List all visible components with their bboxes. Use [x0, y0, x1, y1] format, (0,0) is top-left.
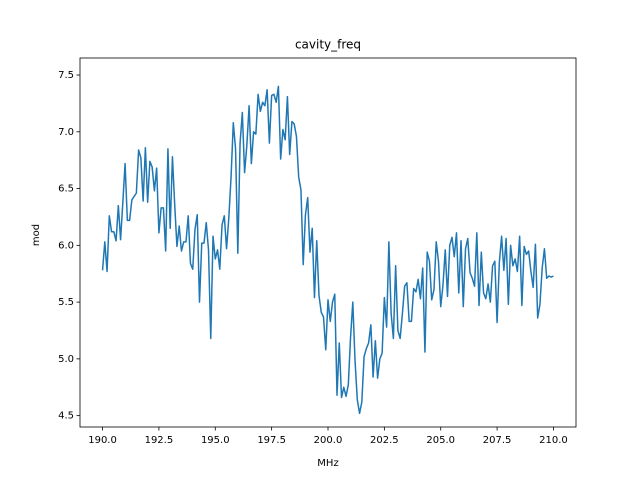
y-tick-label: 4.5: [58, 411, 74, 422]
plot-frame: [79, 57, 577, 428]
y-tick-label: 6.0: [58, 240, 74, 251]
x-tick-label: 190.0: [88, 435, 117, 446]
y-tick-label: 7.5: [58, 70, 74, 81]
x-tick-label: 205.0: [426, 435, 455, 446]
y-tick-label: 5.0: [58, 354, 74, 365]
y-tick-label: 5.5: [58, 297, 74, 308]
data-line: [101, 85, 554, 415]
y-axis-label: mod: [31, 224, 42, 246]
y-tick-label: 7.0: [58, 127, 74, 138]
x-tick-label: 202.5: [370, 435, 399, 446]
x-tick-label: 210.0: [539, 435, 568, 446]
x-tick-label: 207.5: [483, 435, 512, 446]
y-tick-label: 6.5: [58, 184, 74, 195]
x-tick-label: 197.5: [257, 435, 286, 446]
x-tick-label: 192.5: [145, 435, 174, 446]
x-tick-label: 195.0: [201, 435, 230, 446]
x-tick-label: 200.0: [314, 435, 343, 446]
x-axis-label: MHz: [317, 458, 338, 469]
chart-title: cavity_freq: [295, 38, 361, 52]
